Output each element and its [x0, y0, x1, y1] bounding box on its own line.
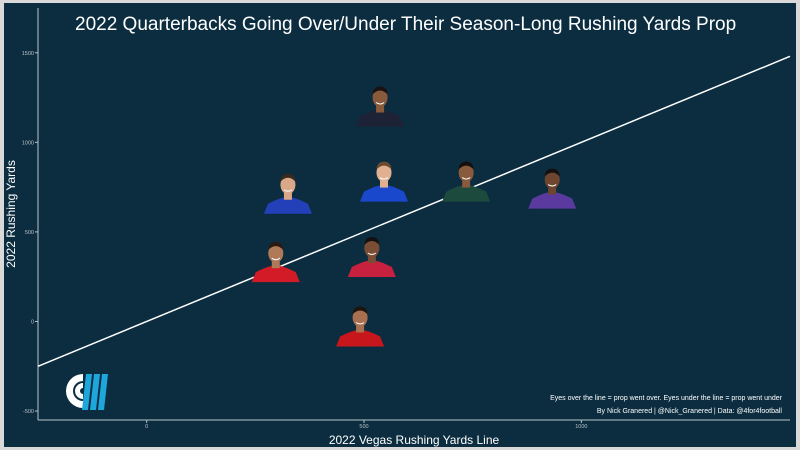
- neck: [462, 179, 471, 188]
- player-headshot-point: [251, 242, 300, 283]
- neck: [376, 104, 385, 113]
- hair: [376, 161, 392, 170]
- hair: [352, 306, 368, 315]
- jersey: [347, 260, 396, 277]
- chart-frame: [4, 3, 796, 447]
- x-tick-label: 0: [145, 424, 148, 430]
- y-tick-label: 500: [25, 230, 34, 236]
- smile: [375, 102, 385, 105]
- neck: [356, 324, 365, 333]
- jersey: [336, 330, 385, 347]
- player-headshot-point: [336, 306, 385, 347]
- x-tick-label: 1000: [575, 424, 587, 430]
- smile: [283, 189, 293, 192]
- smile: [547, 184, 557, 187]
- hair: [458, 161, 474, 170]
- caption-line-2: By Nick Granered | @Nick_Granered | Data…: [597, 408, 783, 415]
- neck: [380, 179, 389, 188]
- hair: [372, 86, 388, 95]
- chart-title: 2022 Quarterbacks Going Over/Under Their…: [75, 14, 736, 35]
- x-tick-label: 500: [359, 424, 368, 430]
- player-headshot-point: [263, 173, 312, 214]
- jersey: [263, 197, 312, 214]
- y-tick-label: 1000: [22, 140, 34, 146]
- y-axis-label: 2022 Rushing Yards: [4, 160, 18, 268]
- player-headshot-point: [528, 168, 577, 209]
- reference-line-y-equals-x: [37, 55, 791, 367]
- neck: [367, 254, 376, 263]
- jersey: [360, 185, 409, 202]
- y-tick-label: -500: [23, 409, 34, 415]
- y-tick-label: 1500: [22, 51, 34, 57]
- player-headshot-point: [442, 161, 491, 202]
- hair: [364, 236, 380, 245]
- neck: [283, 191, 292, 200]
- hair: [268, 242, 284, 251]
- smile: [379, 177, 389, 180]
- neck: [548, 186, 557, 195]
- caption-line-1: Eyes over the line = prop went over. Eye…: [550, 395, 783, 402]
- hair: [280, 173, 296, 182]
- y-tick-label: 0: [31, 319, 34, 325]
- x-axis-label: 2022 Vegas Rushing Yards Line: [329, 433, 500, 447]
- jersey: [356, 110, 405, 127]
- hair: [544, 168, 560, 177]
- player-headshot-point: [360, 161, 409, 202]
- 4for4-logo: [66, 374, 108, 410]
- jersey: [528, 192, 577, 209]
- jersey: [442, 185, 491, 202]
- smile: [461, 177, 471, 180]
- neck: [271, 260, 280, 269]
- smile: [367, 252, 377, 255]
- jersey: [251, 266, 300, 283]
- smile: [355, 322, 365, 325]
- player-headshot-point: [347, 236, 396, 277]
- player-headshot-point: [356, 86, 405, 127]
- smile: [271, 257, 281, 261]
